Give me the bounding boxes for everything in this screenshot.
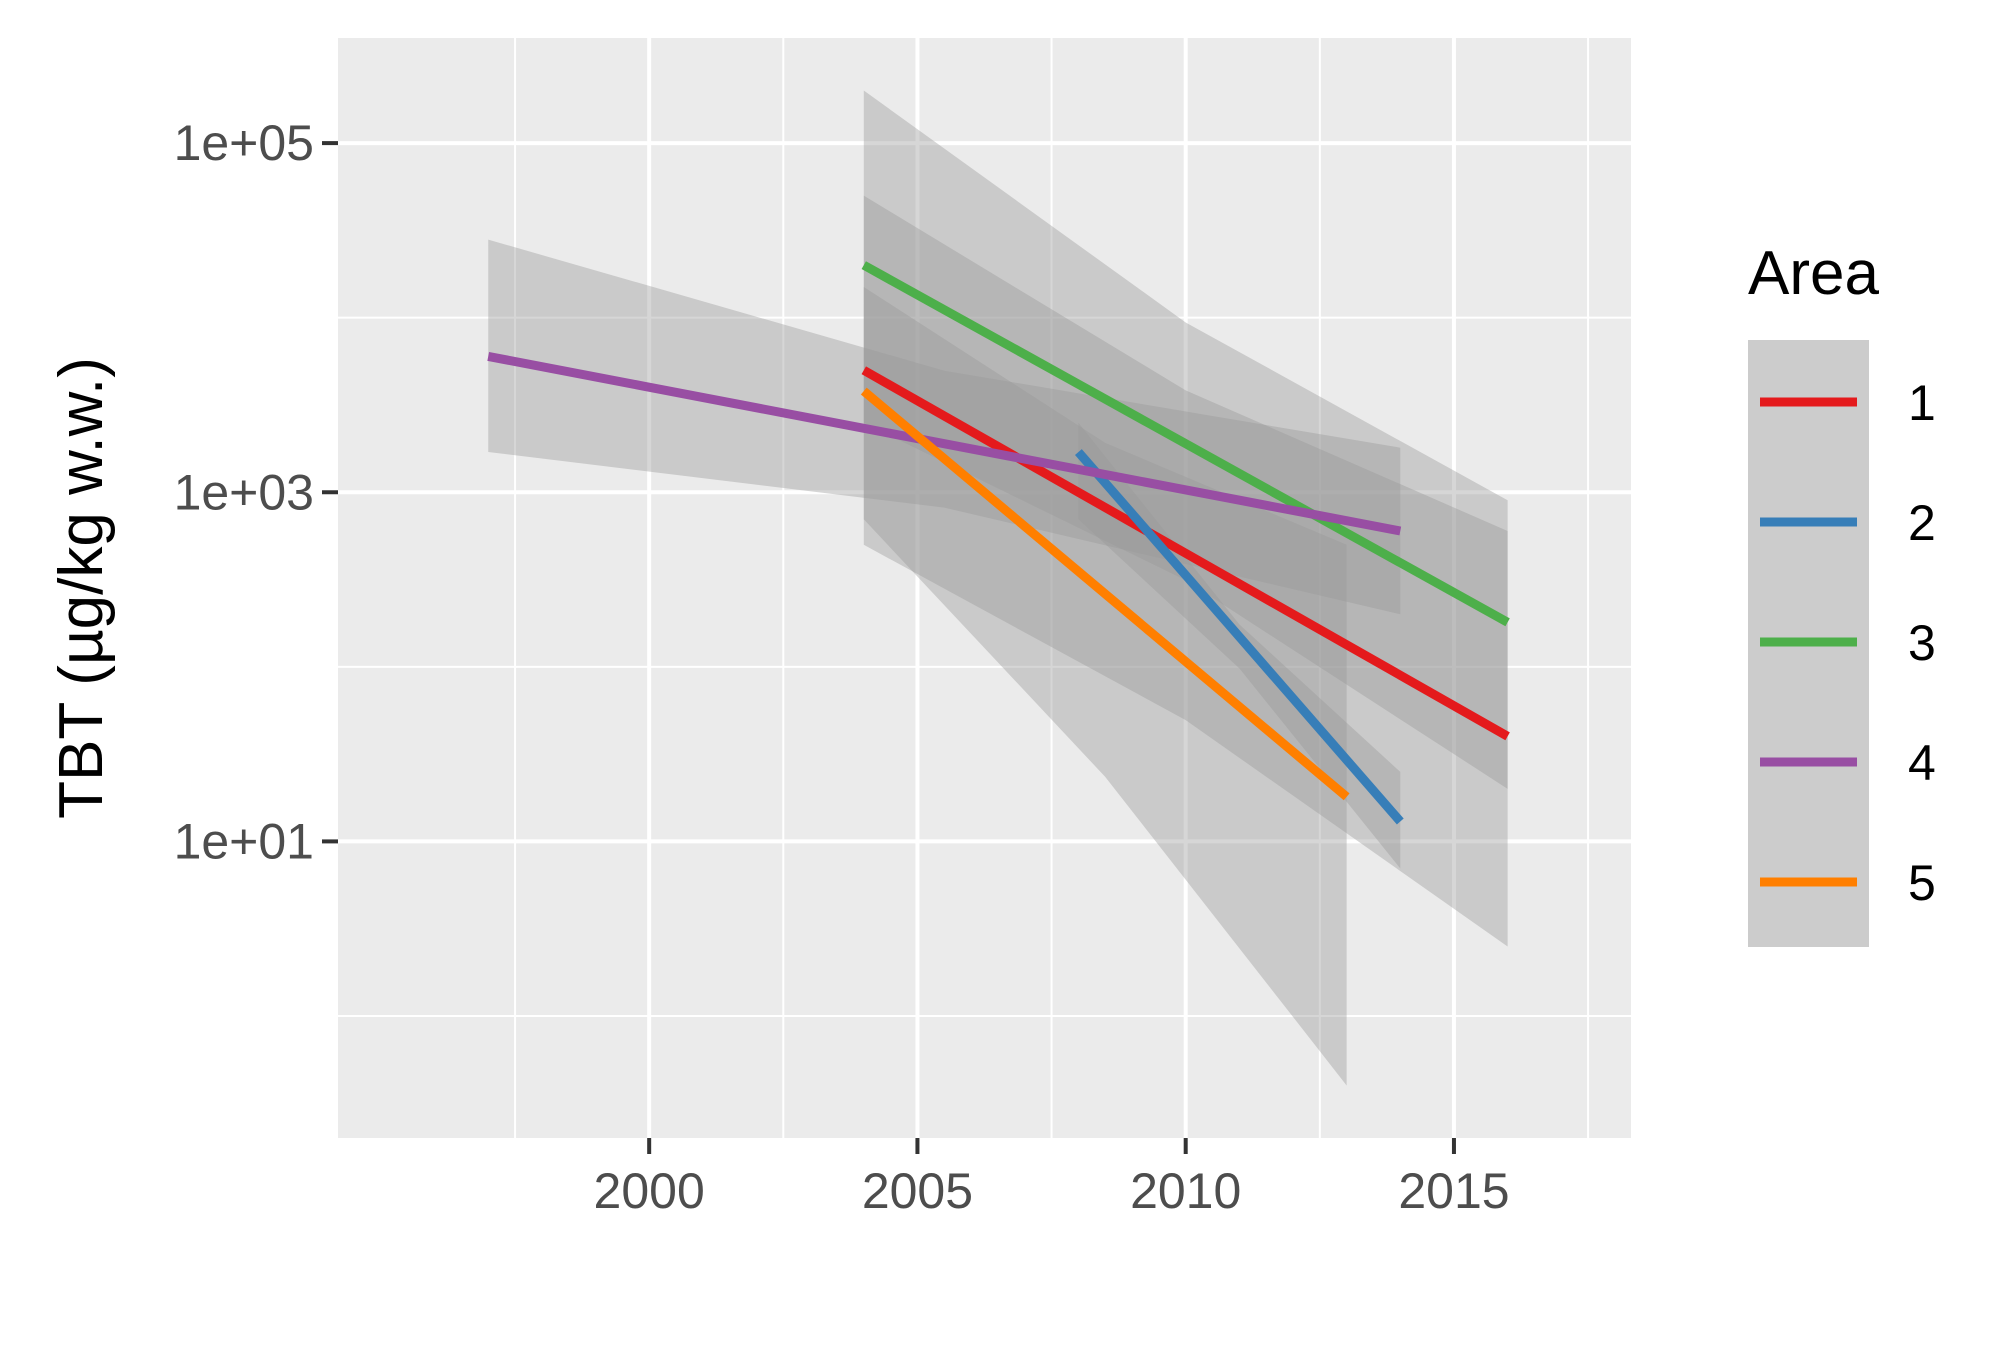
- ribbon-area-5: [863, 286, 1347, 1086]
- legend-label-area-4: 4: [1908, 735, 1936, 791]
- trend-lines: [487, 261, 1510, 825]
- legend-items: 1 2 3 4 5: [1760, 375, 1936, 911]
- legend-label-area-1: 1: [1908, 375, 1936, 431]
- line-area-1: [861, 366, 1510, 741]
- grid-minor: [338, 38, 1631, 1138]
- line-area-3: [861, 261, 1510, 627]
- y-tick-label: 1e+01: [174, 813, 314, 869]
- legend-label-area-5: 5: [1908, 855, 1936, 911]
- legend-label-area-3: 3: [1908, 615, 1936, 671]
- legend-label-area-2: 2: [1908, 495, 1936, 551]
- x-axis: 2000 2005 2010 2015: [594, 1138, 1510, 1219]
- y-axis: 1e+01 1e+03 1e+05: [174, 115, 338, 869]
- x-tick-label: 2005: [862, 1163, 973, 1219]
- y-axis-title: TBT (µg/kg w.w.): [47, 357, 116, 819]
- y-tick-label: 1e+05: [174, 115, 314, 171]
- legend: Area 1 2 3 4 5: [1748, 239, 1936, 947]
- ribbon-area-4: [488, 239, 1401, 615]
- line-area-2: [1074, 449, 1404, 825]
- line-area-5: [860, 387, 1350, 801]
- legend-title: Area: [1748, 239, 1879, 308]
- x-tick-label: 2000: [594, 1163, 705, 1219]
- x-tick-label: 2015: [1398, 1163, 1509, 1219]
- plot-panel: [338, 38, 1631, 1138]
- x-tick-label: 2010: [1130, 1163, 1241, 1219]
- y-tick-label: 1e+03: [174, 464, 314, 520]
- line-area-4: [487, 351, 1402, 536]
